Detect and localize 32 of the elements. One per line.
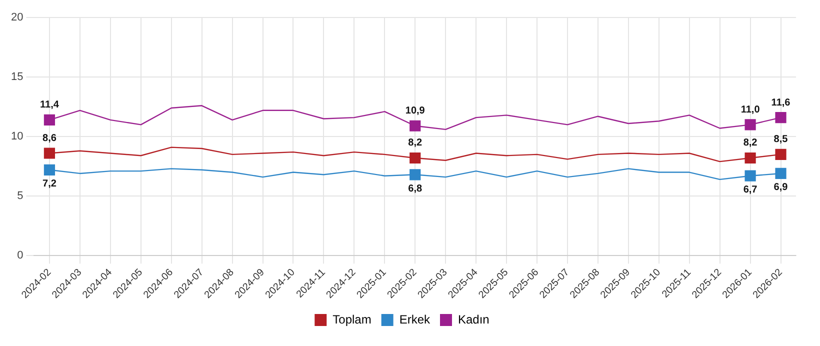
data-label: 7,2 — [42, 178, 57, 190]
legend-label: Kadın — [458, 312, 490, 326]
point — [410, 120, 421, 132]
point — [744, 170, 756, 182]
point — [44, 164, 56, 176]
point — [44, 114, 56, 126]
point — [744, 119, 756, 130]
point — [775, 148, 786, 160]
data-label: 6,8 — [408, 183, 423, 194]
legend-label: Toplam — [332, 312, 372, 326]
y-tick-label: 20 — [10, 12, 24, 24]
data-label: 8,6 — [42, 132, 57, 144]
data-label: 11,4 — [40, 100, 60, 111]
point — [410, 152, 421, 164]
y-tick-label: 0 — [17, 250, 24, 262]
data-label: 8,2 — [743, 138, 758, 149]
point — [410, 169, 421, 180]
point — [44, 148, 56, 159]
data-label: 11,6 — [771, 97, 791, 108]
data-label: 11,0 — [740, 104, 760, 116]
legend-label: Erkek — [399, 312, 431, 326]
y-tick-label: 10 — [10, 130, 24, 143]
data-label: 8,5 — [774, 134, 788, 146]
data-label: 10,9 — [405, 106, 426, 117]
y-tick-label: 15 — [10, 71, 24, 84]
point — [775, 168, 786, 180]
point — [775, 112, 786, 124]
data-label: 6,7 — [743, 184, 758, 196]
point — [744, 152, 756, 164]
data-label: 8,2 — [408, 138, 423, 149]
y-tick-label: 5 — [17, 190, 24, 202]
data-label: 6,9 — [774, 182, 788, 194]
